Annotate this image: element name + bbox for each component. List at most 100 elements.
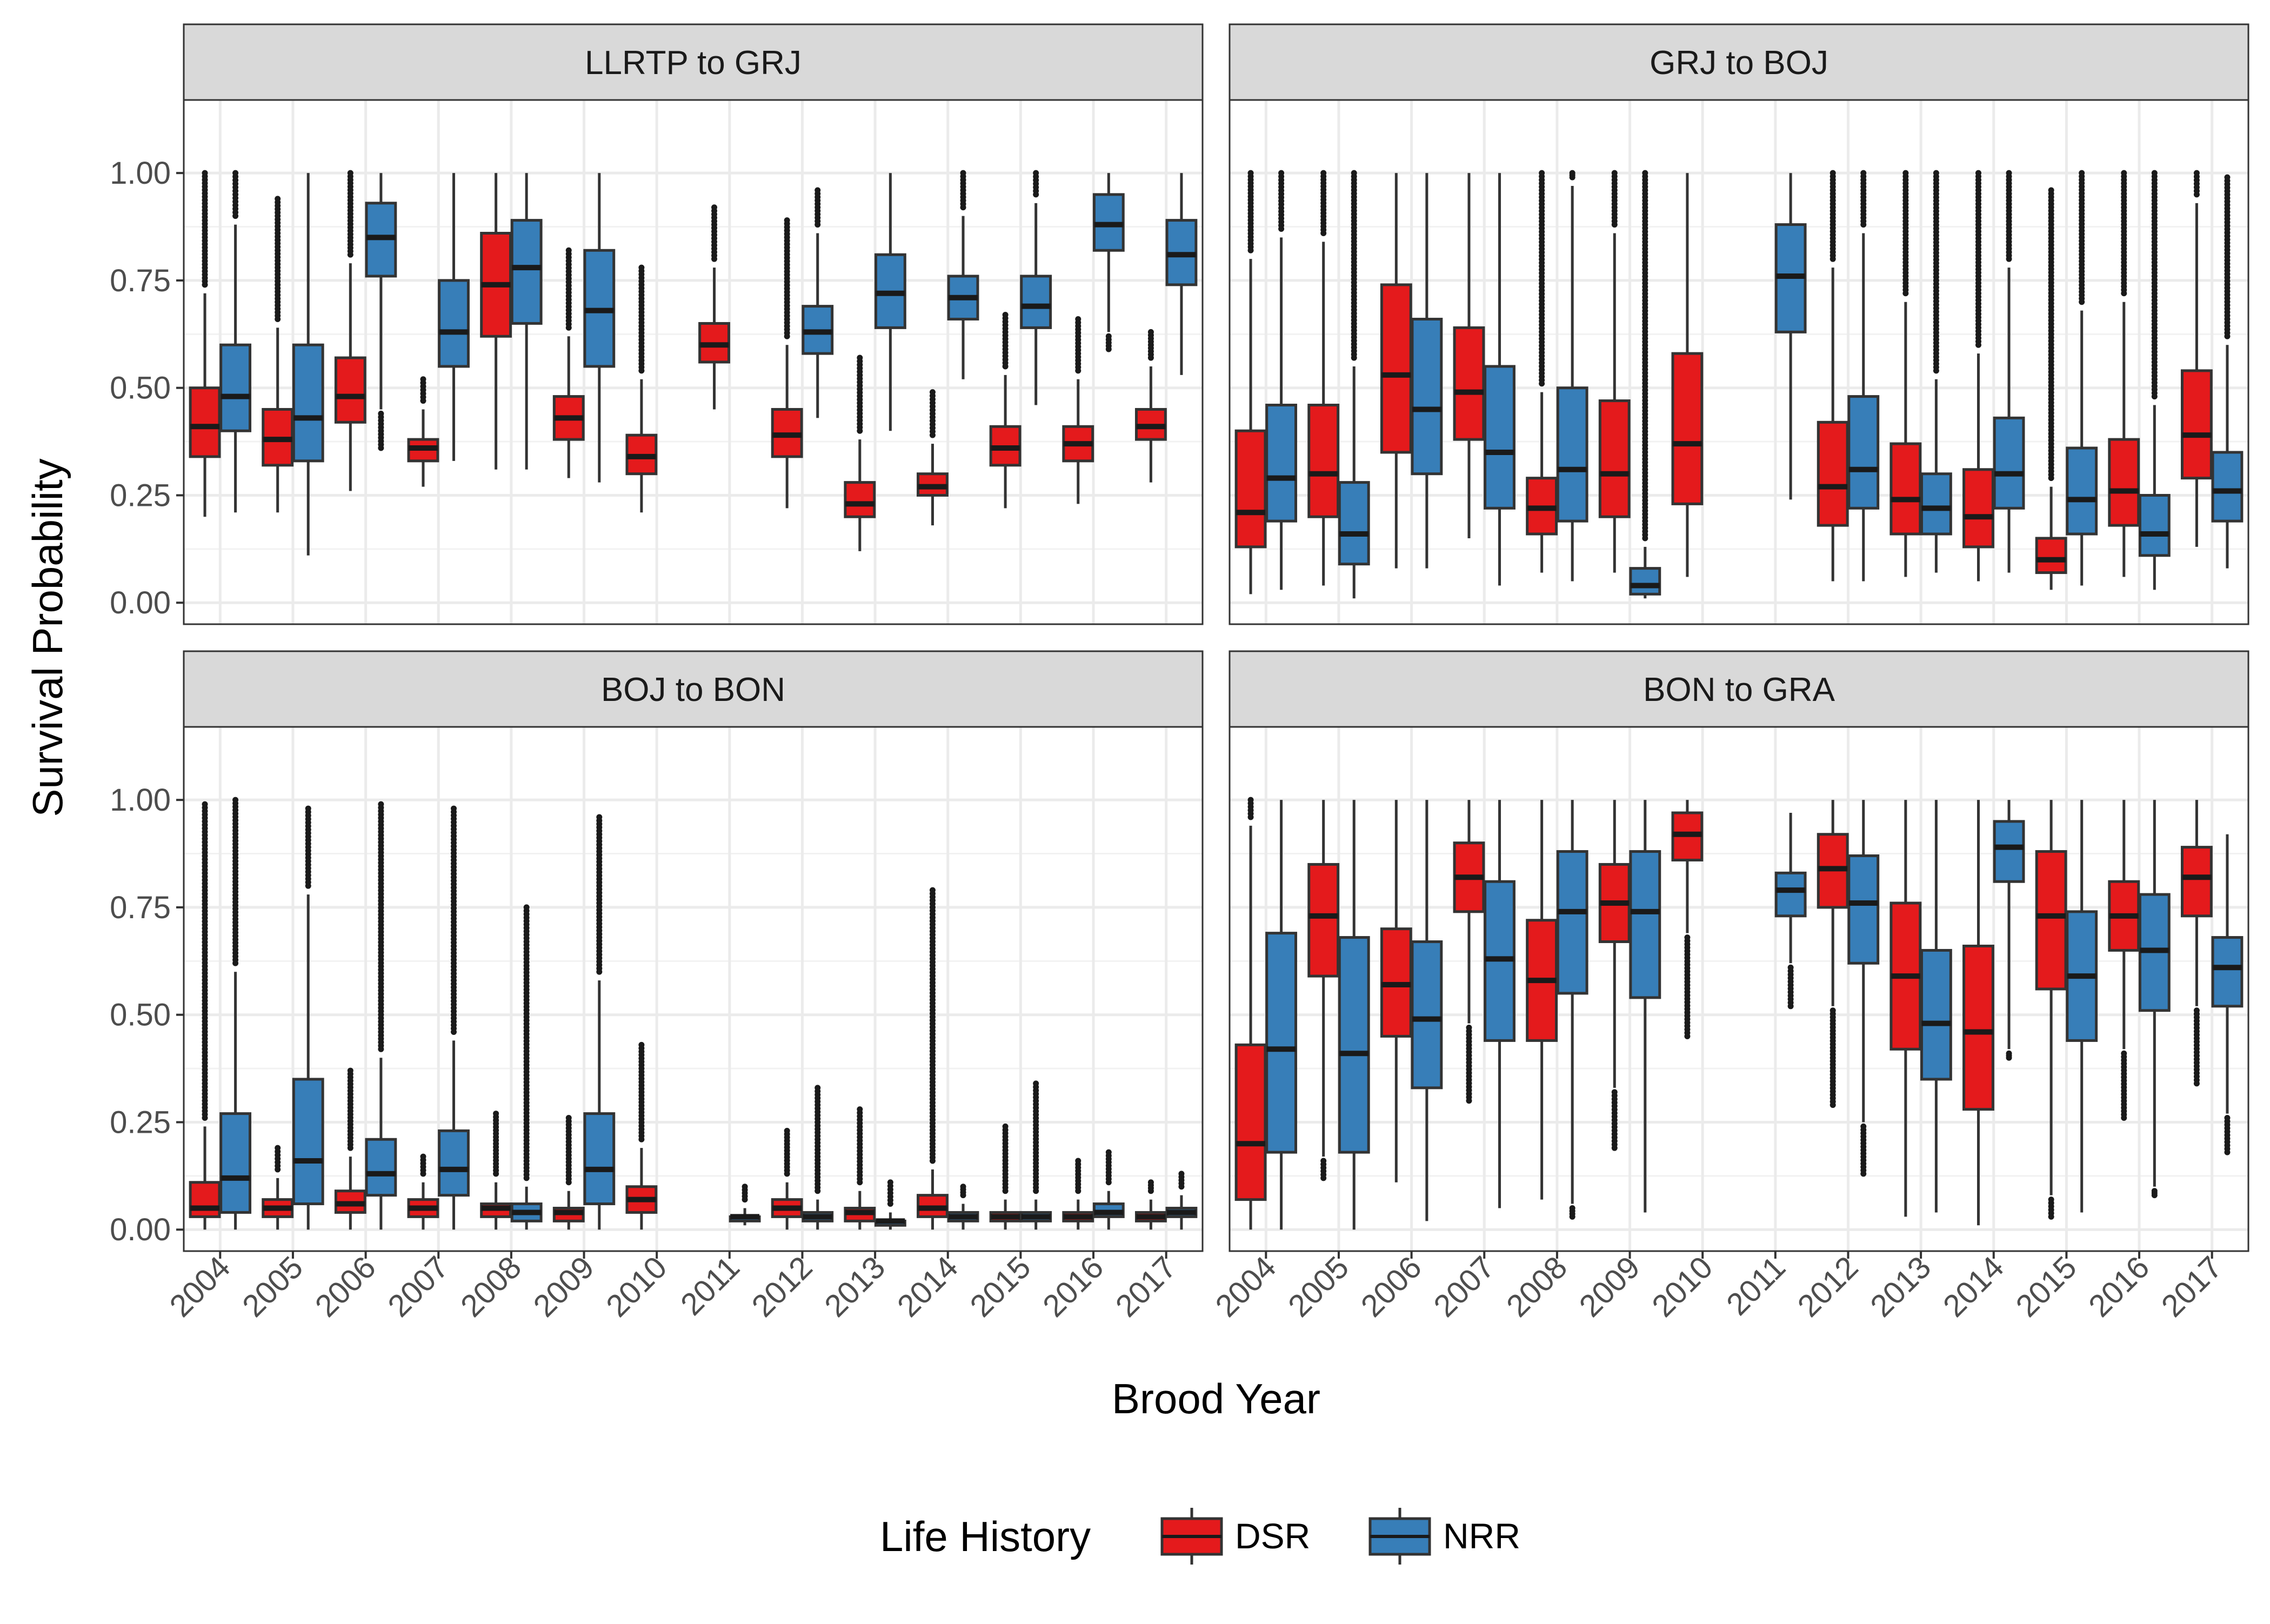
box-dsr-2005 (1307, 800, 1340, 1181)
box-nrr-2017 (2211, 174, 2244, 569)
y-tick-label: 0.75 (110, 263, 171, 298)
outlier-point (638, 264, 645, 271)
box-body (1338, 936, 1370, 1154)
box-body (1847, 854, 1880, 965)
outlier-point (378, 410, 384, 417)
panel-title: BOJ to BON (601, 671, 785, 709)
outlier-point (784, 217, 790, 224)
box-body (1629, 567, 1661, 596)
box-nrr-2013 (1920, 800, 1952, 1213)
outlier-point (1539, 170, 1545, 176)
box-body (1598, 399, 1631, 518)
outlier-point (638, 1041, 645, 1048)
box-dsr-2008 (480, 173, 512, 470)
panel-strip (1229, 650, 2249, 728)
outlier-point (960, 1184, 966, 1190)
outlier-point (1147, 1179, 1154, 1186)
box-body (1962, 468, 1994, 549)
x-tick-label: 2017 (2155, 1249, 2229, 1324)
x-tick-label: 2010 (1645, 1249, 1719, 1324)
outlier-point (565, 247, 572, 253)
box-dsr-2007 (407, 1153, 439, 1230)
box-nrr-2017 (2211, 834, 2244, 1155)
box-nrr-2016 (1092, 173, 1125, 352)
box-dsr-2017 (1134, 329, 1167, 483)
outlier-point (857, 1106, 863, 1113)
box-body (1411, 317, 1443, 476)
box-dsr-2004 (189, 170, 221, 517)
box-body (292, 343, 324, 463)
box-body (189, 386, 221, 458)
x-tick-label: 2005 (1281, 1249, 1356, 1324)
box-nrr-2008 (510, 173, 543, 470)
outlier-point (1278, 170, 1285, 176)
box-body (438, 279, 470, 368)
box-body (1671, 352, 1704, 505)
outlier-point (305, 805, 311, 812)
outlier-point (1247, 170, 1254, 176)
box-dsr-2007 (1453, 800, 1485, 1104)
box-dsr-2006 (1380, 800, 1412, 1182)
box-dsr-2005 (1307, 170, 1340, 586)
box-dsr-2008 (1526, 800, 1558, 1200)
outlier-point (2006, 170, 2012, 176)
box-dsr-2014 (1962, 170, 1994, 582)
box-dsr-2008 (480, 1111, 512, 1230)
panel-0: LLRTP to GRJ 0.00 0.25 0.50 0.75 1.00 (110, 23, 1204, 625)
box-body (2108, 438, 2140, 527)
box-body (2035, 537, 2067, 574)
box-body (844, 481, 876, 518)
box-dsr-2009 (1598, 170, 1631, 573)
box-nrr-2014 (1993, 800, 2025, 1061)
box-body (1265, 932, 1298, 1154)
x-tick-label: 2007 (1427, 1249, 1501, 1324)
box-nrr-2004 (1265, 170, 1298, 590)
box-dsr-2012 (771, 1127, 803, 1230)
outlier-point (1830, 1007, 1836, 1014)
outlier-point (711, 204, 718, 211)
box-nrr-2007 (438, 173, 470, 461)
box-nrr-2012 (1847, 800, 1880, 1177)
box-body (1265, 404, 1298, 523)
outlier-point (1611, 170, 1618, 176)
box-nrr-2015 (1020, 170, 1052, 405)
panel-title: LLRTP to GRJ (585, 44, 802, 82)
box-dsr-2015 (989, 312, 1021, 509)
panel-border (183, 99, 1204, 625)
box-nrr-2013 (1920, 170, 1952, 573)
box-dsr-2016 (1062, 316, 1094, 504)
box-dsr-2013 (844, 1106, 876, 1230)
y-tick-label: 1.00 (110, 783, 171, 818)
outlier-point (2151, 170, 2158, 176)
box-nrr-2005 (292, 173, 324, 556)
x-axis-title: Brood Year (1112, 1375, 1320, 1422)
outlier-point (2193, 170, 2200, 176)
box-nrr-2017 (1165, 173, 1198, 375)
outlier-point (2006, 1050, 2012, 1057)
box-body (2211, 936, 2244, 1008)
box-dsr-2008 (1526, 170, 1558, 573)
box-dsr-2012 (1817, 170, 1849, 582)
box-body (365, 1138, 397, 1197)
box-dsr-2004 (1234, 170, 1267, 594)
outlier-point (202, 801, 208, 807)
y-axis-title: Survival Probability (24, 458, 71, 817)
box-body (438, 1129, 470, 1197)
outlier-point (2193, 1007, 2200, 1014)
box-dsr-2011 (698, 204, 730, 410)
outlier-point (1611, 1089, 1618, 1095)
box-nrr-2012 (1847, 170, 1880, 582)
box-dsr-2005 (262, 196, 294, 513)
box-nrr-2014 (947, 1184, 979, 1230)
box-dsr-2009 (1598, 800, 1631, 1151)
box-dsr-2004 (1234, 797, 1267, 1230)
box-dsr-2013 (1890, 170, 1922, 577)
legend-key-nrr (1368, 1508, 1431, 1565)
outlier-point (202, 170, 208, 176)
box-nrr-2008 (1556, 800, 1588, 1220)
box-nrr-2009 (583, 173, 616, 483)
box-body (1453, 326, 1485, 441)
panel-strip (183, 23, 1204, 101)
